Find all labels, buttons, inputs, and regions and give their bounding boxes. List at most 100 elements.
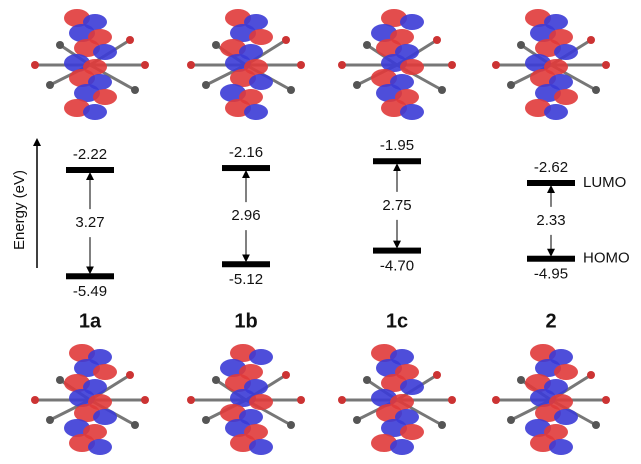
lobe bbox=[400, 104, 424, 120]
atom bbox=[212, 376, 220, 384]
lobe bbox=[554, 44, 578, 60]
atom bbox=[187, 61, 195, 69]
atom bbox=[131, 86, 139, 94]
lobe bbox=[400, 379, 424, 395]
lobe bbox=[249, 349, 273, 365]
atom bbox=[131, 421, 139, 429]
homo-level bbox=[373, 248, 421, 254]
lumo-value: -2.16 bbox=[229, 144, 263, 161]
lobe bbox=[93, 409, 117, 425]
lumo-label: LUMO bbox=[583, 174, 626, 191]
atom bbox=[202, 416, 210, 424]
compound-label: 1c bbox=[386, 310, 408, 332]
atom bbox=[363, 41, 371, 49]
atom bbox=[433, 371, 441, 379]
axis-label: Energy (eV) bbox=[11, 170, 28, 250]
lobe bbox=[554, 364, 578, 380]
atom bbox=[602, 61, 610, 69]
atom bbox=[448, 61, 456, 69]
atom bbox=[202, 81, 210, 89]
atom bbox=[353, 81, 361, 89]
lobe bbox=[554, 89, 578, 105]
atom bbox=[282, 371, 290, 379]
atom bbox=[338, 396, 346, 404]
atom bbox=[46, 416, 54, 424]
lobe bbox=[244, 104, 268, 120]
atom bbox=[592, 421, 600, 429]
atom bbox=[438, 86, 446, 94]
lobe bbox=[88, 439, 112, 455]
lumo-value: -2.62 bbox=[534, 159, 568, 176]
homo-value: -5.49 bbox=[73, 283, 107, 300]
homo-label: HOMO bbox=[583, 250, 630, 267]
lobe bbox=[93, 89, 117, 105]
lumo-level bbox=[66, 167, 114, 173]
atom bbox=[126, 36, 134, 44]
lobe bbox=[544, 104, 568, 120]
atom bbox=[438, 421, 446, 429]
atom bbox=[141, 61, 149, 69]
atom bbox=[212, 41, 220, 49]
homo-value: -4.95 bbox=[534, 266, 568, 283]
atom bbox=[141, 396, 149, 404]
compound-label: 2 bbox=[545, 310, 556, 332]
atom bbox=[287, 86, 295, 94]
lobe bbox=[400, 14, 424, 30]
lobe bbox=[400, 424, 424, 440]
homo-value: -4.70 bbox=[380, 258, 414, 275]
atom bbox=[31, 396, 39, 404]
homo-level bbox=[66, 273, 114, 279]
atom bbox=[433, 36, 441, 44]
atom bbox=[297, 396, 305, 404]
atom bbox=[507, 81, 515, 89]
homo-level bbox=[527, 256, 575, 262]
gap-value: 2.96 bbox=[231, 207, 260, 224]
compound-label: 1b bbox=[234, 310, 257, 332]
atom bbox=[602, 396, 610, 404]
lobe bbox=[549, 439, 573, 455]
lobe bbox=[93, 364, 117, 380]
lumo-value: -1.95 bbox=[380, 137, 414, 154]
lobe bbox=[249, 29, 273, 45]
atom bbox=[126, 371, 134, 379]
lumo-level bbox=[222, 165, 270, 171]
atom bbox=[338, 61, 346, 69]
atom bbox=[492, 396, 500, 404]
lobe bbox=[249, 74, 273, 90]
lumo-value: -2.22 bbox=[73, 146, 107, 163]
gap-value: 3.27 bbox=[75, 214, 104, 231]
figure: Energy (eV) -2.22 -5.49 3.27 1a -2.16 -5.12 2.… bbox=[0, 0, 641, 464]
atom bbox=[297, 61, 305, 69]
compound-label: 1a bbox=[79, 310, 102, 332]
lobe bbox=[390, 439, 414, 455]
atom bbox=[287, 421, 295, 429]
lobe bbox=[93, 44, 117, 60]
atom bbox=[353, 416, 361, 424]
atom bbox=[507, 416, 515, 424]
gap-value: 2.33 bbox=[536, 212, 565, 229]
atom bbox=[492, 61, 500, 69]
gap-value: 2.75 bbox=[382, 197, 411, 214]
homo-value: -5.12 bbox=[229, 271, 263, 288]
orbital-images bbox=[31, 9, 610, 455]
atom bbox=[187, 396, 195, 404]
atom bbox=[56, 41, 64, 49]
lobe bbox=[249, 439, 273, 455]
lumo-level bbox=[373, 158, 421, 164]
lobe bbox=[249, 394, 273, 410]
atom bbox=[587, 371, 595, 379]
homo-level bbox=[222, 261, 270, 267]
atom bbox=[282, 36, 290, 44]
atom bbox=[363, 376, 371, 384]
atom bbox=[56, 376, 64, 384]
lumo-level bbox=[527, 180, 575, 186]
lobe bbox=[554, 409, 578, 425]
lobe bbox=[400, 59, 424, 75]
atom bbox=[517, 41, 525, 49]
atom bbox=[31, 61, 39, 69]
atom bbox=[517, 376, 525, 384]
atom bbox=[592, 86, 600, 94]
atom bbox=[587, 36, 595, 44]
atom bbox=[448, 396, 456, 404]
lobe bbox=[83, 104, 107, 120]
